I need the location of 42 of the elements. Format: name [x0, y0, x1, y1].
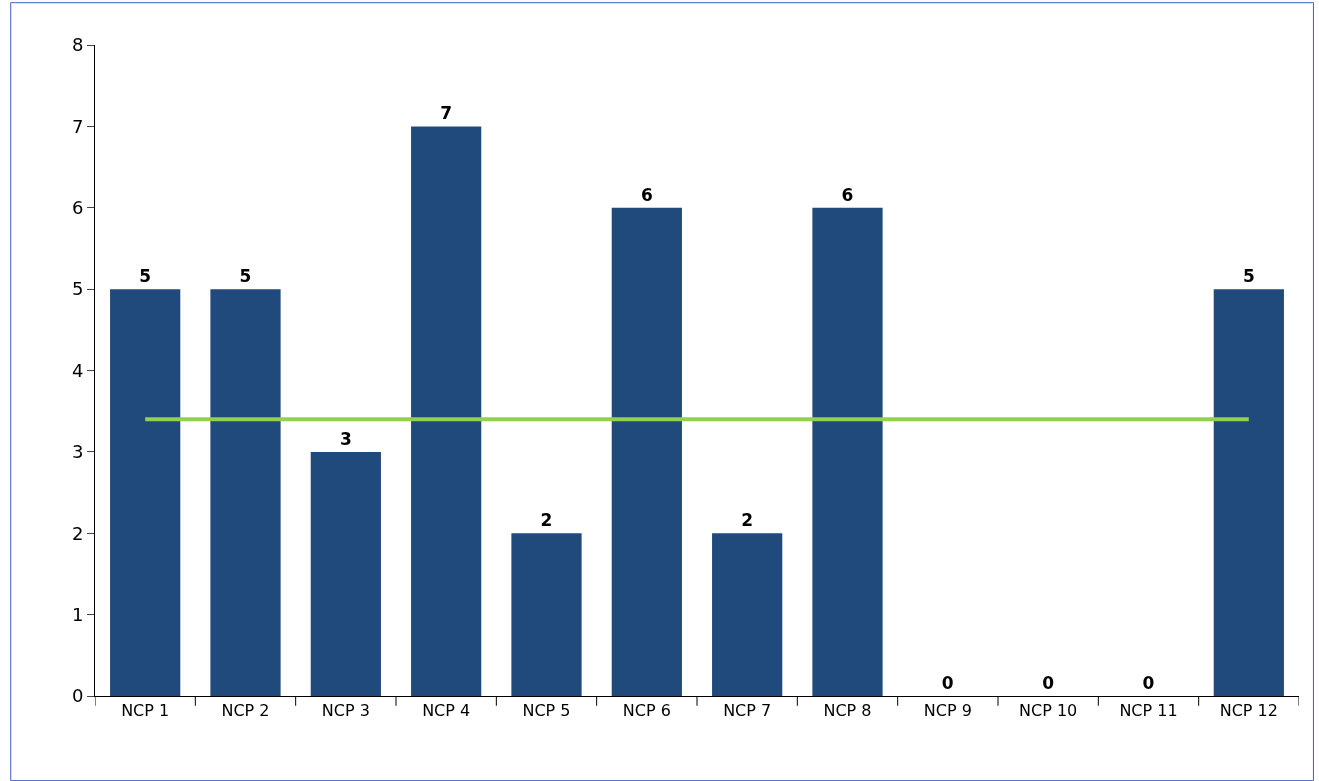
x-tick-label: NCP 7 — [723, 701, 772, 721]
data-label: 0 — [1142, 673, 1155, 693]
x-tick-label: NCP 2 — [221, 701, 270, 721]
data-label: 5 — [139, 266, 152, 287]
y-tick-label: 2 — [71, 522, 84, 544]
x-tick-label: NCP 12 — [1219, 701, 1278, 721]
data-label: 6 — [640, 184, 653, 205]
y-tick-label: 1 — [71, 603, 84, 625]
y-tick-label: 8 — [71, 34, 84, 56]
x-tick-label: NCP 10 — [1019, 701, 1078, 721]
data-label: 5 — [239, 266, 252, 287]
y-tick-label: 4 — [71, 359, 84, 381]
bar — [712, 533, 783, 696]
data-label: 6 — [841, 184, 854, 205]
y-tick-label: 0 — [71, 685, 84, 707]
data-label: 2 — [540, 510, 553, 531]
x-tick-label: NCP 4 — [422, 701, 471, 721]
x-tick-label: NCP 8 — [823, 701, 872, 721]
x-tick-label: NCP 1 — [121, 701, 170, 721]
data-label: 0 — [941, 673, 954, 693]
bar — [511, 533, 582, 696]
bar — [210, 289, 281, 696]
x-tick-label: NCP 11 — [1119, 701, 1178, 721]
data-label: 2 — [741, 510, 754, 531]
y-tick-label: 6 — [71, 197, 84, 219]
bar — [310, 451, 381, 696]
bar — [1213, 289, 1284, 696]
bar — [411, 126, 482, 696]
x-tick-label: NCP 9 — [923, 701, 972, 721]
y-tick-label: 5 — [71, 278, 84, 300]
x-tick-label: NCP 5 — [522, 701, 571, 721]
data-label: 3 — [339, 428, 352, 449]
bar — [611, 207, 682, 696]
data-label: 7 — [440, 103, 453, 124]
y-tick-label: 3 — [71, 441, 84, 463]
bar — [110, 289, 181, 696]
data-label: 0 — [1042, 673, 1055, 693]
data-label: 5 — [1242, 266, 1255, 287]
y-tick-label: 7 — [71, 115, 84, 137]
x-tick-label: NCP 6 — [622, 701, 671, 721]
x-tick-label: NCP 3 — [321, 701, 370, 721]
bar — [812, 207, 883, 696]
